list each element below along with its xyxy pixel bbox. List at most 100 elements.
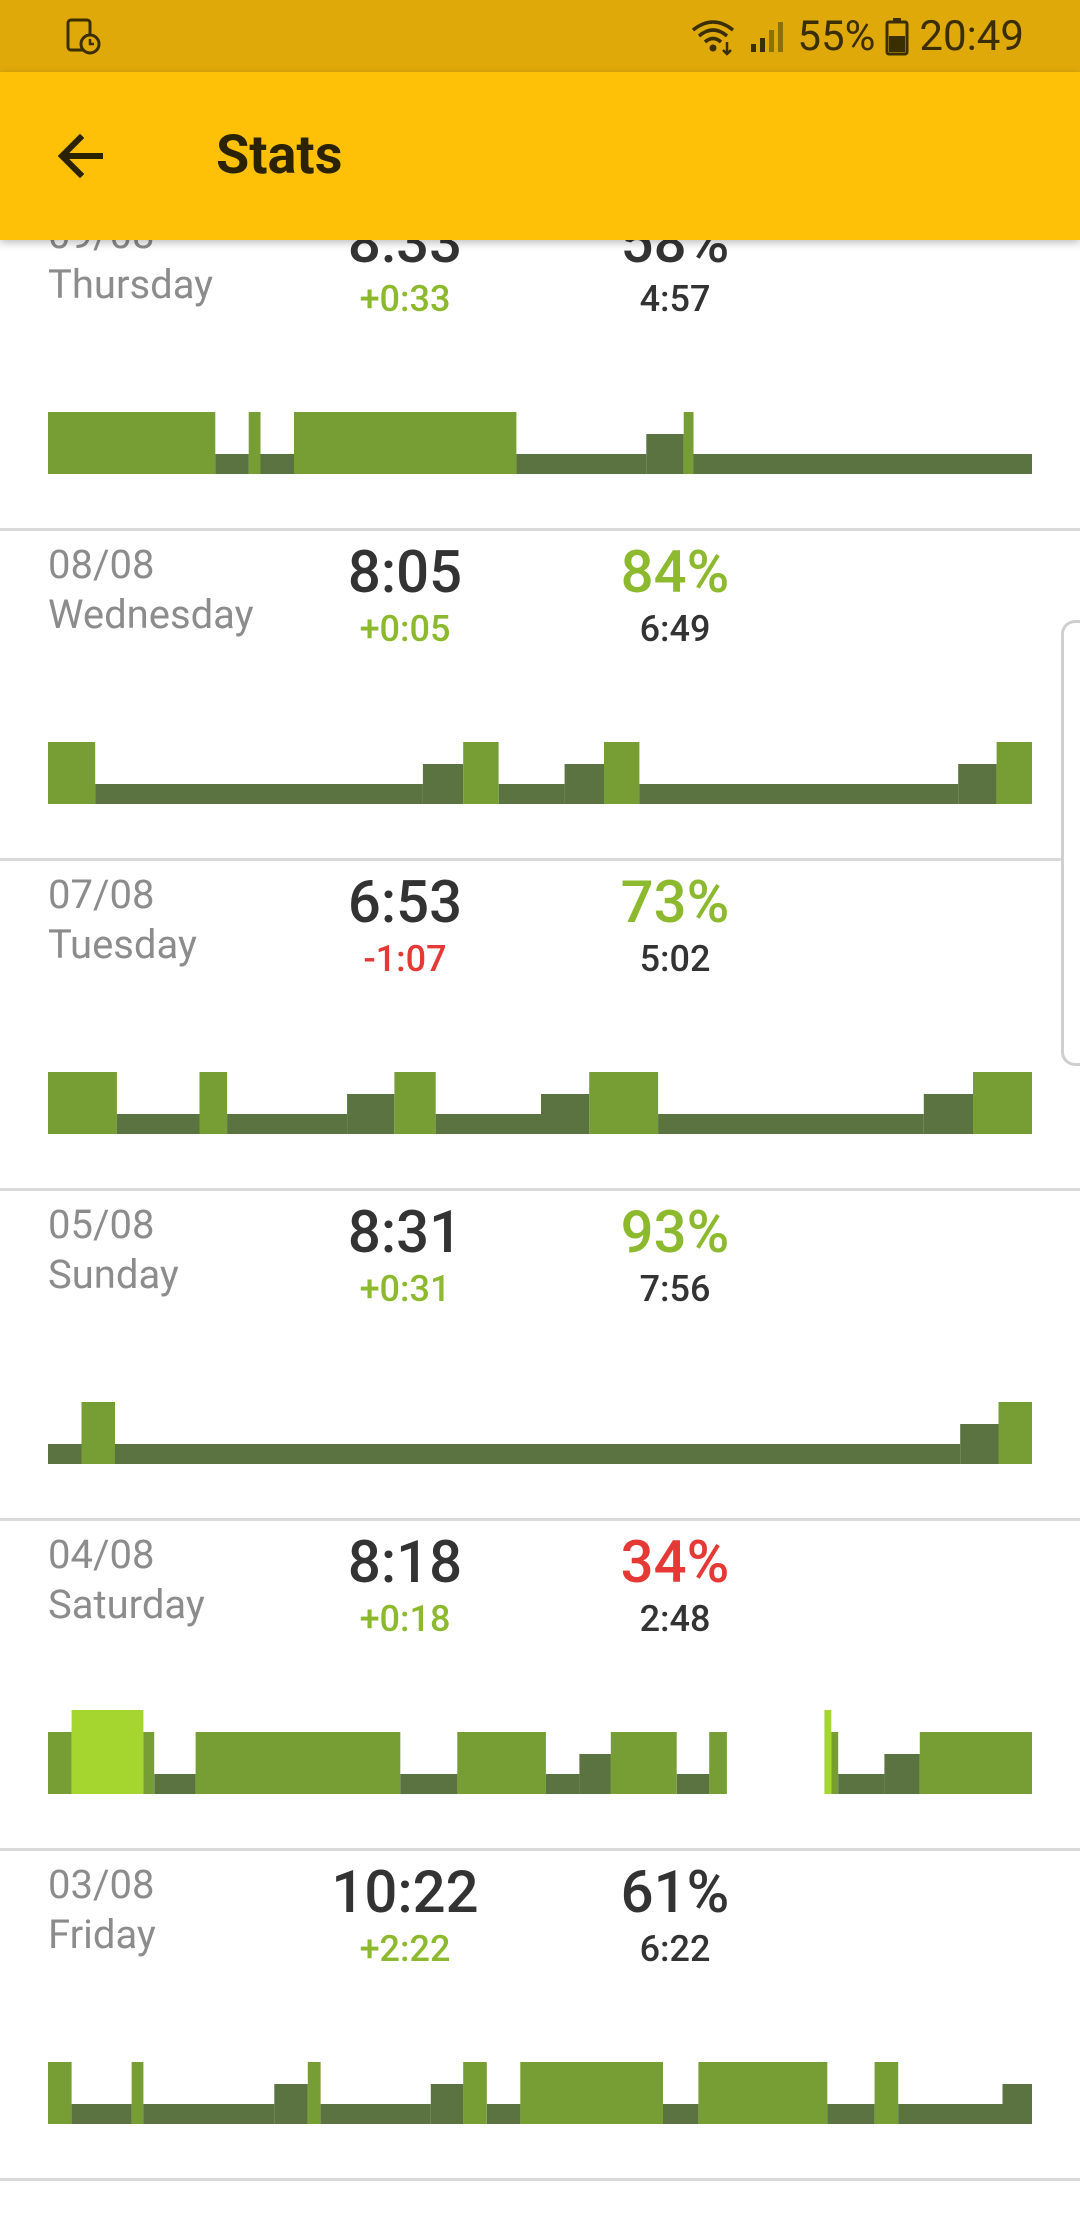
timeline-segment xyxy=(215,454,249,474)
timeline-segment xyxy=(709,1732,727,1794)
percent-block: 58% 4:57 xyxy=(575,240,775,322)
status-bar: 55% 20:49 xyxy=(0,0,1080,72)
timeline-segment xyxy=(541,1094,590,1134)
timeline-segment xyxy=(430,2084,464,2124)
app-bar: Stats xyxy=(0,72,1080,240)
day-row[interactable]: 03/08 Friday 10:22 +2:22 61% 6:22 xyxy=(0,1848,1080,2181)
timeline-segment xyxy=(827,2104,875,2124)
day-row[interactable]: 04/08 Saturday 8:18 +0:18 34% 2:48 xyxy=(0,1518,1080,1851)
date-label: 07/08 xyxy=(48,871,155,918)
day-row[interactable]: 07/08 Tuesday 6:53 -1:07 73% 5:02 xyxy=(0,858,1080,1191)
percent-time: 7:56 xyxy=(639,1268,711,1310)
activity-timeline xyxy=(48,1710,1032,1794)
timeline-segment xyxy=(646,434,684,474)
timeline-segment xyxy=(639,784,959,804)
timeline-segment xyxy=(248,412,261,474)
stats-list[interactable]: 09/08Thursday 8:33+0:33 58%4:57 08/08Wednes… xyxy=(0,240,1080,2220)
timeline-segment xyxy=(116,1114,200,1134)
percent-block: 73% 5:02 xyxy=(575,870,775,982)
clock-time: 20:49 xyxy=(919,11,1024,61)
percent-value: 84% xyxy=(620,539,730,607)
timeline-segment xyxy=(457,1732,546,1794)
timeline-segment xyxy=(960,1424,999,1464)
worked-time-block: 8:33 +0:33 xyxy=(305,240,505,322)
back-arrow-icon[interactable] xyxy=(48,122,116,190)
day-date: 03/08 Friday xyxy=(48,1860,156,1960)
timeline-segment xyxy=(1002,2084,1032,2124)
worked-time-block: 10:22 +2:22 xyxy=(305,1860,505,1972)
percent-time: 6:49 xyxy=(639,608,711,650)
timeline-segment xyxy=(579,1754,611,1794)
timeline-segment xyxy=(683,412,694,474)
activity-timeline xyxy=(48,2062,1032,2124)
date-label: 03/08 xyxy=(48,1861,155,1908)
timeline-segment xyxy=(307,2062,321,2124)
timeline-segment xyxy=(919,1732,1032,1794)
timeline-segment xyxy=(48,412,216,474)
timeline-segment xyxy=(48,2062,72,2124)
timeline-segment xyxy=(545,1774,580,1794)
timeline-segment xyxy=(486,2104,521,2124)
worked-time: 8:33 xyxy=(347,240,463,277)
weekday-label: Friday xyxy=(48,1911,156,1958)
worked-time: 10:22 xyxy=(331,1859,479,1927)
worked-time-block: 8:05 +0:05 xyxy=(305,540,505,652)
worked-time: 8:31 xyxy=(347,1199,463,1267)
timeline-segment xyxy=(48,742,96,804)
weekday-label: Tuesday xyxy=(48,921,197,968)
date-label: 08/08 xyxy=(48,541,155,588)
worked-time: 6:53 xyxy=(347,869,463,937)
timeline-segment xyxy=(998,1402,1032,1464)
timeline-segment xyxy=(663,2104,699,2124)
weekday-label: Sunday xyxy=(48,1251,179,1298)
timeline-segment xyxy=(693,454,1032,474)
worked-time-block: 6:53 -1:07 xyxy=(305,870,505,982)
timeline-segment xyxy=(874,2062,899,2124)
timeline-segment xyxy=(831,1732,839,1794)
timeline-segment xyxy=(676,1774,710,1794)
signal-icon xyxy=(751,22,784,52)
day-date: 08/08 Wednesday xyxy=(48,540,254,640)
timeline-segment xyxy=(320,2104,431,2124)
day-row[interactable]: 09/08Thursday 8:33+0:33 58%4:57 xyxy=(0,240,1080,531)
activity-timeline xyxy=(48,1072,1032,1134)
timeline-segment xyxy=(143,1732,155,1794)
timeline-segment xyxy=(898,2104,1003,2124)
timeline-segment xyxy=(589,1072,659,1134)
timeline-segment xyxy=(422,764,464,804)
fast-scroll-handle[interactable] xyxy=(1061,620,1080,1066)
date-label: 09/08 xyxy=(48,240,213,260)
percent-value: 34% xyxy=(620,1529,730,1597)
timeline-segment xyxy=(996,742,1032,804)
date-label: 05/08 xyxy=(48,1201,155,1248)
timeline-segment xyxy=(274,2084,308,2124)
time-difference: +0:05 xyxy=(359,608,451,650)
timeline-segment xyxy=(95,784,423,804)
timeline-segment xyxy=(824,1710,832,1794)
activity-timeline xyxy=(48,412,1032,474)
percent-time: 4:57 xyxy=(639,278,711,320)
timeline-segment xyxy=(195,1732,401,1794)
timeline-segment xyxy=(958,764,997,804)
percent-block: 34% 2:48 xyxy=(575,1530,775,1642)
day-row[interactable]: 05/08 Sunday 8:31 +0:31 93% 7:56 xyxy=(0,1188,1080,1521)
timeline-segment xyxy=(260,454,294,474)
day-date: 09/08Thursday xyxy=(48,240,213,310)
timeline-segment xyxy=(604,742,640,804)
timeline-segment xyxy=(48,1072,117,1134)
day-row[interactable]: 08/08 Wednesday 8:05 +0:05 84% 6:49 xyxy=(0,528,1080,861)
timeline-segment xyxy=(884,1754,920,1794)
time-difference: +0:31 xyxy=(359,1268,451,1310)
timeline-segment xyxy=(973,1072,1032,1134)
timeline-segment xyxy=(143,2104,275,2124)
timeline-segment xyxy=(347,1094,395,1134)
timeline-segment xyxy=(838,1774,885,1794)
page-title: Stats xyxy=(216,124,343,187)
percent-time: 6:22 xyxy=(639,1928,711,1970)
timeline-segment xyxy=(81,1402,115,1464)
timeline-segment xyxy=(71,1710,144,1794)
timeline-segment xyxy=(463,2062,487,2124)
day-date: 07/08 Tuesday xyxy=(48,870,197,970)
percent-block: 61% 6:22 xyxy=(575,1860,775,1972)
worked-time-block: 8:18 +0:18 xyxy=(305,1530,505,1642)
